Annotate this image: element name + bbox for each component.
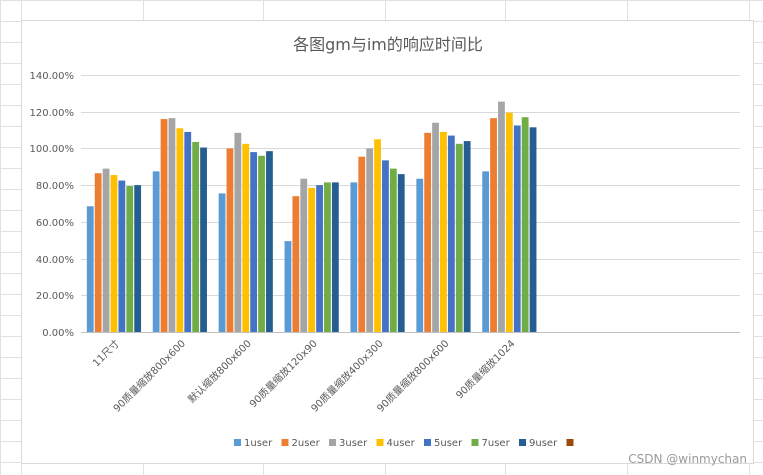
bar-7user-4	[389, 168, 397, 332]
bar-3user-3	[300, 178, 308, 332]
legend-swatch-7user	[471, 439, 479, 446]
bar-3user-4	[366, 148, 374, 332]
bar-3user-2	[234, 132, 242, 332]
bar-2user-2	[226, 148, 234, 332]
legend: 1user 2user 3user 4user 5user 7user 9user	[234, 438, 574, 449]
bar-7user-0	[126, 186, 134, 332]
bar-5user-0	[118, 180, 126, 332]
legend-swatch-2user	[281, 439, 289, 446]
legend-swatch-3user	[329, 439, 336, 446]
y-tick-label: 40.00%	[36, 255, 74, 266]
bar-1user-0	[86, 206, 94, 332]
bar-1user-5	[416, 178, 424, 332]
legend-label-5user: 5user	[434, 438, 463, 449]
bar-2user-6	[490, 118, 497, 332]
bar-4user-3	[308, 187, 316, 332]
bar-7user-6	[521, 117, 529, 332]
bar-1user-4	[350, 182, 358, 332]
bar-9user-2	[266, 151, 273, 332]
bar-3user-1	[168, 118, 176, 332]
bar-9user-1	[200, 147, 207, 332]
bar-9user-6	[529, 127, 537, 332]
legend-label-2user: 2user	[292, 438, 321, 449]
legend-swatch-unlabeled	[566, 439, 574, 446]
y-tick-labels: 0.00% 20.00% 40.00% 60.00% 80.00% 100.00% 120.…	[30, 71, 75, 339]
legend-swatch-1user	[234, 439, 241, 446]
y-tick-label: 20.00%	[36, 291, 74, 302]
bar-2user-5	[424, 132, 432, 332]
legend-label-7user: 7user	[482, 438, 511, 449]
legend-swatch-9user	[519, 439, 526, 446]
x-tick-label: 90质量缩放800x600	[374, 337, 452, 415]
bar-5user-6	[513, 125, 521, 332]
y-tick-label: 0.00%	[42, 328, 74, 339]
y-tick-label: 100.00%	[30, 144, 75, 155]
bar-7user-5	[455, 143, 463, 332]
x-tick-label: 90质量缩放1024	[453, 337, 517, 401]
x-tick-label: 90质量缩放800x600	[110, 337, 188, 415]
bar-4user-6	[505, 112, 513, 332]
bar-1user-2	[218, 193, 226, 332]
x-tick-label: 11尺寸	[90, 337, 122, 369]
x-tick-labels: 11尺寸90质量缩放800x600默认缩放800x60090质量缩放120x90…	[90, 337, 518, 415]
y-tick-label: 120.00%	[30, 108, 75, 119]
bar-3user-6	[498, 101, 505, 333]
bar-5user-3	[316, 185, 323, 332]
bars	[86, 101, 537, 333]
legend-label-1user: 1user	[244, 438, 273, 449]
legend-label-4user: 4user	[387, 438, 416, 449]
bar-4user-0	[110, 175, 118, 332]
bar-4user-4	[374, 139, 381, 332]
legend-swatch-4user	[376, 439, 384, 446]
chart-area[interactable]: 各图gm与im的响应时间比 0.00% 20.00% 40.00% 60.00% 80.…	[21, 20, 754, 464]
bar-4user-2	[242, 143, 250, 332]
bar-9user-5	[463, 141, 471, 332]
bar-5user-5	[447, 135, 455, 332]
bar-3user-0	[102, 168, 110, 332]
y-tick-label: 80.00%	[36, 181, 74, 192]
bar-4user-1	[176, 128, 184, 332]
bar-5user-4	[382, 160, 389, 332]
bar-7user-1	[192, 142, 200, 332]
bar-7user-3	[324, 182, 331, 332]
bar-5user-1	[184, 131, 192, 332]
x-tick-label: 默认缩放800x600	[185, 337, 254, 406]
legend-label-9user: 9user	[529, 438, 558, 449]
x-tick-label: 90质量缩放120x90	[247, 337, 320, 410]
legend-label-3user: 3user	[339, 438, 368, 449]
x-tick-label: 90质量缩放400x300	[308, 337, 386, 415]
bar-9user-4	[397, 174, 405, 332]
bar-chart: 各图gm与im的响应时间比 0.00% 20.00% 40.00% 60.00% 80.…	[30, 35, 740, 449]
watermark: CSDN @winmychan	[628, 452, 747, 466]
bar-9user-3	[331, 182, 339, 332]
bar-2user-4	[358, 156, 366, 332]
bar-1user-6	[482, 171, 490, 333]
bar-3user-5	[432, 122, 439, 332]
bar-9user-0	[134, 185, 142, 332]
bar-2user-3	[292, 196, 300, 332]
chart-title: 各图gm与im的响应时间比	[293, 35, 483, 54]
y-tick-label: 140.00%	[30, 71, 75, 82]
bar-2user-0	[94, 173, 102, 332]
bar-1user-3	[284, 241, 292, 332]
legend-swatch-5user	[424, 439, 431, 446]
bar-1user-1	[152, 171, 160, 333]
bar-4user-5	[440, 131, 447, 332]
y-tick-label: 60.00%	[36, 218, 74, 229]
bar-5user-2	[250, 152, 258, 332]
bar-7user-2	[258, 155, 265, 332]
bar-2user-1	[160, 119, 168, 332]
